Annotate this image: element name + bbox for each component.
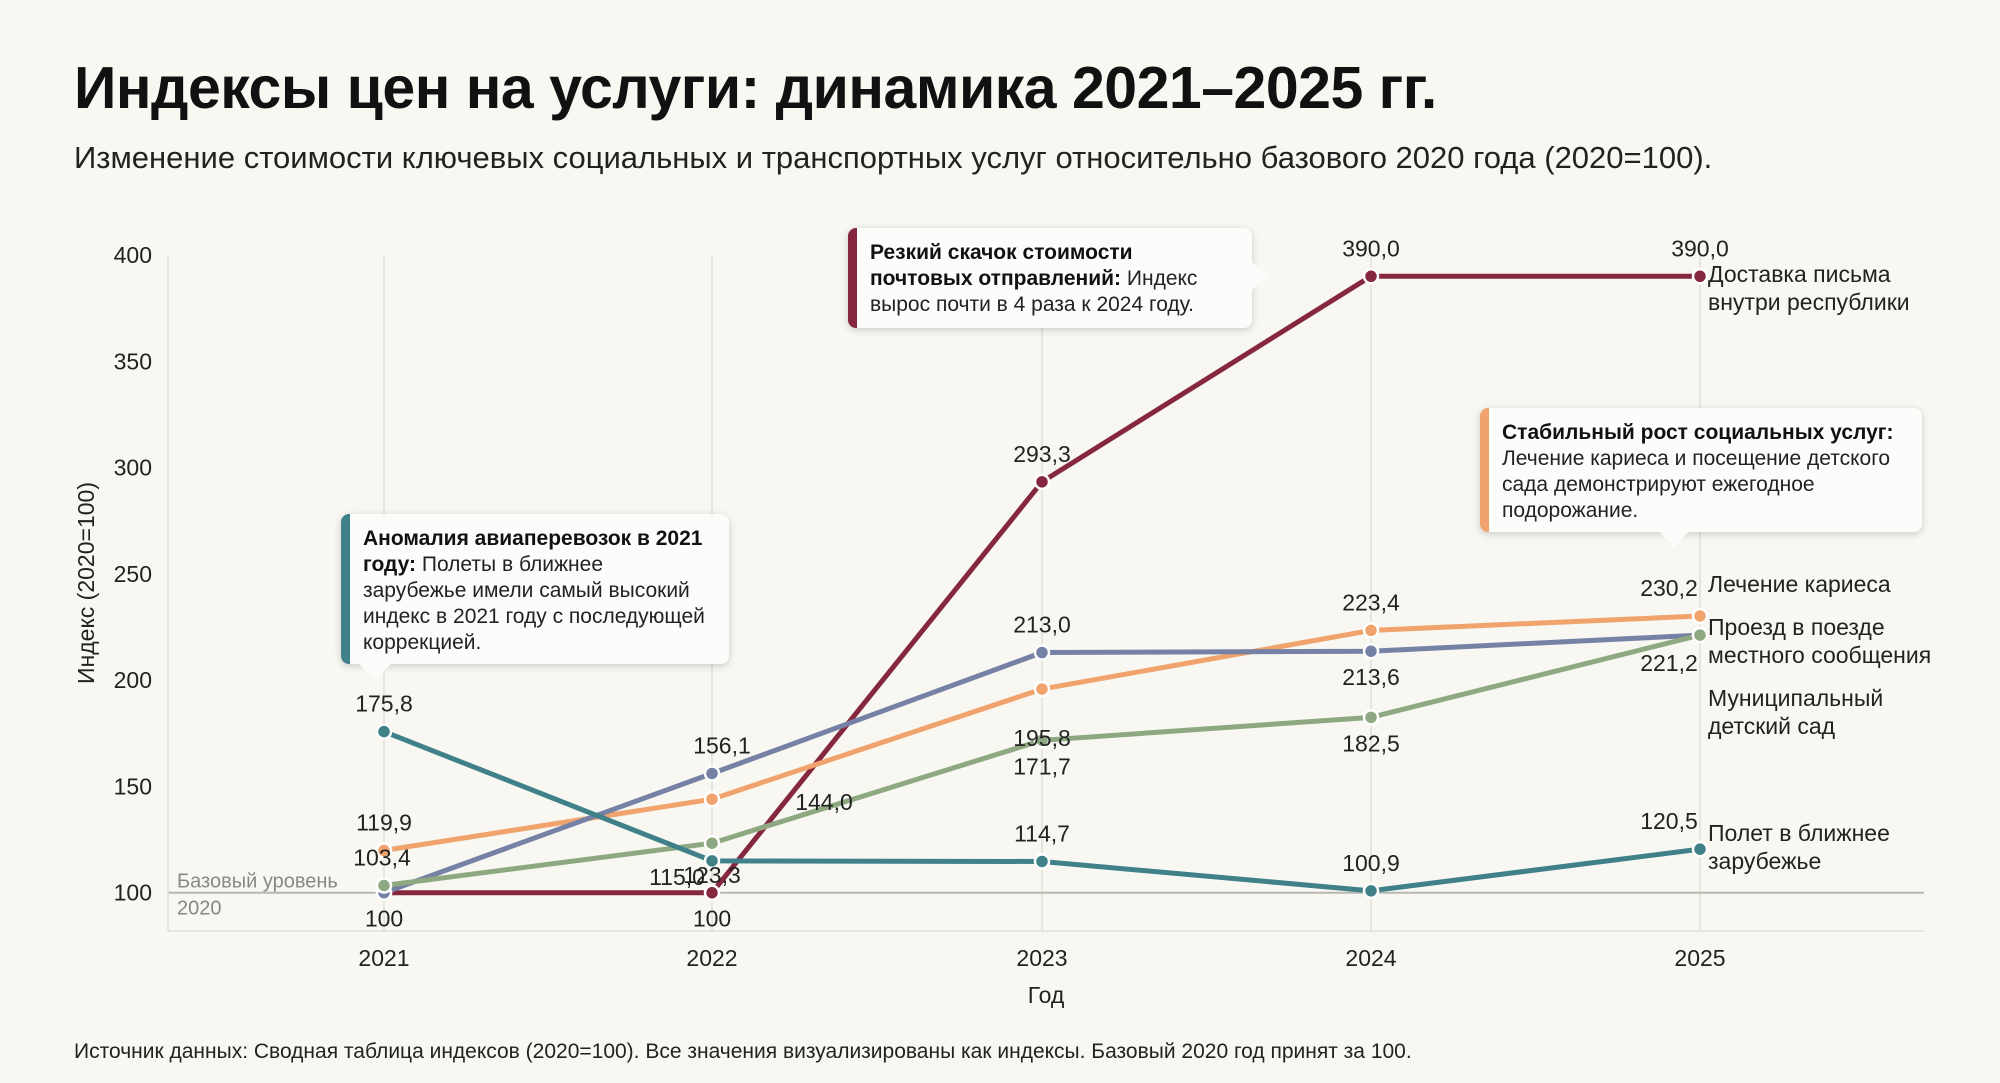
data-label: 100,9	[1342, 850, 1400, 876]
data-point	[1691, 626, 1709, 644]
series-legend-label: внутри республики	[1708, 289, 1910, 315]
y-tick-label: 150	[114, 773, 152, 799]
data-label: 293,3	[1013, 441, 1071, 467]
x-tick-label: 2022	[686, 945, 737, 971]
data-point	[1033, 644, 1051, 661]
data-point	[1362, 622, 1380, 639]
data-point	[1033, 473, 1051, 491]
y-tick-label: 400	[114, 242, 152, 268]
data-point	[1691, 268, 1709, 285]
data-label: 120,5	[1640, 808, 1698, 834]
callout-heading: Аномалия авиаперевозок в 2021 году:	[363, 527, 703, 576]
data-label: 100	[365, 906, 403, 932]
data-label: 230,2	[1640, 575, 1698, 601]
callout-heading: Резкий скачок стоимости почтовых отправл…	[870, 241, 1133, 290]
data-point	[1362, 882, 1380, 900]
series-legend-label: Лечение кариеса	[1708, 571, 1891, 597]
data-point	[1033, 680, 1051, 698]
data-point	[1691, 840, 1709, 858]
data-label: 221,2	[1640, 650, 1698, 676]
page-subtitle: Изменение стоимости ключевых социальных …	[74, 140, 1713, 175]
data-label: 390,0	[1671, 235, 1729, 261]
data-labels: 100 100 293,3 390,0 390,0 119,9 144,0 195,8 223,…	[353, 235, 1729, 931]
y-tick-label: 200	[114, 667, 152, 693]
callout-accent-bar	[848, 228, 857, 328]
data-point	[1691, 607, 1709, 625]
data-point	[1362, 642, 1380, 660]
y-tick-label: 100	[114, 880, 152, 906]
callout-air-anomaly: Аномалия авиаперевозок в 2021 году: Поле…	[341, 514, 729, 680]
callout-pointer	[1660, 532, 1688, 548]
y-axis-title: Индекс (2020=100)	[73, 482, 99, 684]
x-axis-title: Год	[1028, 982, 1065, 1008]
baseline-label: Базовый уровень	[177, 871, 338, 893]
series-legend-label: Полет в ближнее	[1708, 820, 1890, 846]
callout-postal-jump: Резкий скачок стоимости почтовых отправл…	[848, 228, 1268, 328]
y-tick-label: 350	[114, 348, 152, 374]
callout-pointer	[359, 664, 391, 680]
callout-accent-bar	[341, 514, 350, 664]
data-label: 115,0	[649, 864, 705, 890]
data-point	[375, 723, 393, 740]
callout-heading: Стабильный рост социальных услуг:	[1502, 421, 1894, 444]
series-legend-label: Муниципальный	[1708, 685, 1883, 711]
x-tick-label: 2021	[358, 945, 409, 971]
data-point	[1362, 268, 1380, 285]
data-label: 182,5	[1342, 730, 1400, 756]
data-point	[703, 852, 721, 870]
data-point	[375, 877, 393, 894]
data-point	[375, 842, 393, 859]
data-label: 213,0	[1013, 612, 1071, 638]
data-label: 119,9	[356, 809, 412, 835]
data-label: 144,0	[795, 789, 853, 815]
x-tick-label: 2023	[1016, 945, 1067, 971]
callout-text: Полеты в ближнее зарубежье имели самый в…	[363, 553, 705, 654]
data-point	[1033, 732, 1051, 749]
data-label: 103,4	[353, 845, 411, 871]
baseline-label-year: 2020	[177, 898, 222, 920]
data-point	[703, 790, 721, 808]
data-point	[703, 834, 721, 852]
y-tick-label: 300	[114, 455, 152, 481]
series-legend-label: Доставка письма	[1708, 261, 1891, 287]
data-label: 390,0	[1342, 235, 1400, 261]
callout-text: Лечение кариеса и посещение детского сад…	[1502, 447, 1891, 522]
data-point	[703, 884, 721, 901]
series-legend-label: детский сад	[1708, 713, 1836, 739]
data-label: 156,1	[693, 732, 751, 758]
data-label: 171,7	[1013, 753, 1071, 779]
callout-social-growth: Стабильный рост социальных услуг: Лечени…	[1480, 408, 1922, 548]
data-points	[375, 268, 1709, 901]
x-tick-label: 2024	[1345, 945, 1396, 971]
data-point	[1362, 709, 1380, 726]
callout-accent-bar	[1480, 408, 1489, 532]
data-label: 175,8	[355, 691, 413, 717]
data-point	[703, 765, 721, 782]
data-label: 114,7	[1014, 820, 1070, 846]
callout-text: Индекс вырос почти в 4 раза к 2024 году.	[870, 267, 1198, 316]
data-label: 100	[693, 906, 731, 932]
series-legend-label: Проезд в поезде	[1708, 614, 1885, 640]
data-label: 195,8	[1013, 725, 1071, 751]
y-tick-label: 250	[114, 561, 152, 587]
series-legend-label: зарубежье	[1708, 848, 1821, 874]
callout-pointer	[1252, 262, 1268, 290]
source-note: Источник данных: Сводная таблица индексо…	[74, 1040, 1412, 1063]
x-tick-label: 2025	[1674, 945, 1725, 971]
data-label: 223,4	[1342, 589, 1400, 615]
page-title: Индексы цен на услуги: динамика 2021–202…	[74, 55, 1437, 121]
data-label: 123,3	[683, 862, 741, 888]
axes: 100 150 200 250 300 350 400 2021 2022 2023 2024 202…	[73, 242, 1924, 1008]
series-legend-label: местного сообщения	[1708, 642, 1931, 668]
data-point	[1033, 853, 1051, 870]
data-label: 213,6	[1342, 664, 1400, 690]
